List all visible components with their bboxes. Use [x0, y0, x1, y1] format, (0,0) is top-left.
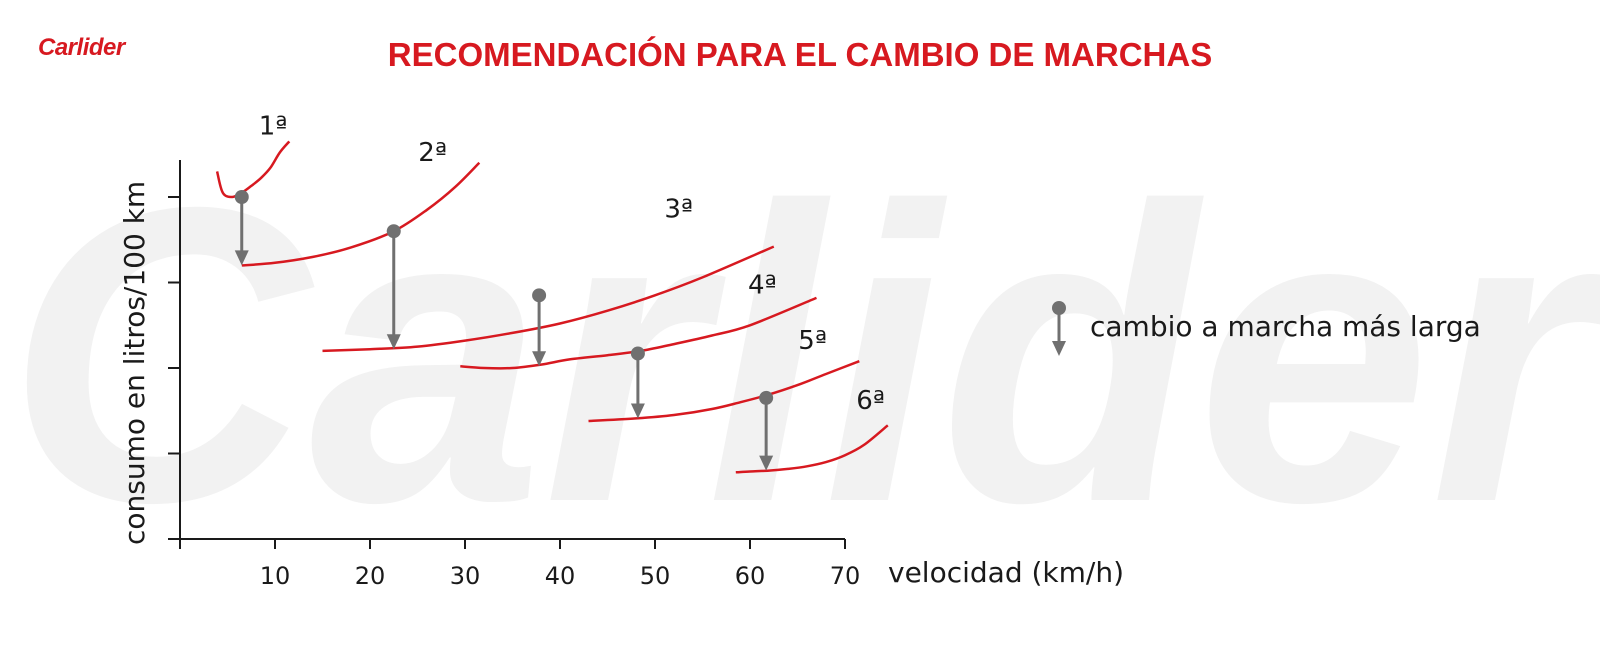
y-axis-label: consumo en litros/100 km: [118, 180, 151, 545]
chart-axes: 10 20 30 40 50 60 70: [168, 160, 860, 590]
shift-arrow-4-dot: [630, 346, 645, 361]
shift-arrow-1-dot: [234, 190, 249, 204]
gear-curve-2: [241, 161, 481, 267]
x-axis-label: velocidad (km/h): [888, 556, 1125, 589]
x-tick-label-70: 70: [830, 562, 861, 590]
shift-arrow-2-dot: [386, 224, 401, 239]
shift-arrow-3-dot: [532, 288, 547, 303]
legend-arrow-icon-head: [1052, 341, 1066, 356]
gear-label-6: 6ª: [856, 386, 885, 416]
x-tick-label-40: 40: [545, 562, 576, 590]
brand-logo-text: Carlider: [38, 34, 125, 61]
gear-curve-1: [215, 140, 291, 199]
gear-label-1: 1ª: [259, 112, 288, 142]
shift-arrow-1: [234, 190, 249, 266]
gear-curve-6: [735, 424, 889, 474]
shift-arrows: [234, 190, 774, 471]
shift-arrow-5-dot: [759, 390, 774, 405]
x-tick-label-50: 50: [640, 562, 671, 590]
gear-curve-5: [588, 360, 860, 423]
shift-arrow-2-head: [386, 334, 401, 350]
gear-labels: 1ª 2ª 3ª 4ª 5ª 6ª: [259, 112, 885, 416]
brand-logo: Carlider: [38, 34, 125, 62]
gear-label-2: 2ª: [418, 138, 447, 168]
x-tick-label-60: 60: [735, 562, 766, 590]
chart-title: RECOMENDACIÓN PARA EL CAMBIO DE MARCHAS: [387, 36, 1213, 73]
shift-arrow-4: [630, 346, 645, 419]
shift-arrow-2: [386, 224, 401, 350]
legend-label: cambio a marcha más larga: [1090, 310, 1481, 343]
legend-arrow-icon: [1052, 301, 1066, 356]
gear-label-5: 5ª: [798, 326, 827, 356]
shift-arrow-1-head: [234, 250, 249, 266]
watermark-text: Carlider: [6, 121, 1600, 590]
shift-arrow-5-head: [759, 455, 774, 471]
gear-label-4: 4ª: [748, 271, 777, 301]
gear-curve-4: [460, 296, 817, 370]
gear-label-3: 3ª: [664, 195, 693, 225]
shift-arrow-4-head: [630, 403, 645, 419]
shift-arrow-3-head: [532, 351, 547, 367]
watermark-logo: Carlider: [6, 121, 1600, 590]
x-tick-label-30: 30: [450, 562, 481, 590]
legend-arrow-icon-dot: [1052, 301, 1066, 315]
shift-arrow-3: [532, 288, 547, 367]
x-tick-label-10: 10: [260, 562, 291, 590]
x-tick-label-20: 20: [355, 562, 386, 590]
legend-marker: [1052, 301, 1066, 356]
shift-arrow-5: [759, 390, 774, 471]
